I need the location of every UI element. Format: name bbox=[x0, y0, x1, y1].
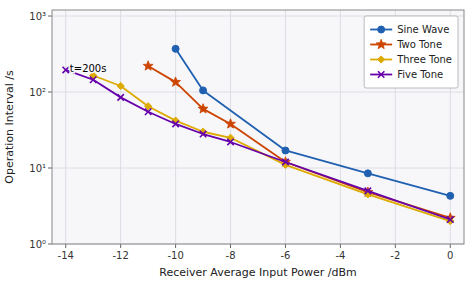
data-layer bbox=[63, 45, 456, 224]
x-grid-line bbox=[340, 10, 341, 244]
series-line bbox=[148, 66, 450, 218]
y-tick-label: 10³ bbox=[29, 11, 46, 22]
series-line bbox=[93, 75, 450, 221]
x-tick bbox=[230, 244, 231, 248]
legend-marker bbox=[378, 26, 385, 33]
annotation: t=200s bbox=[70, 63, 107, 74]
x-tick bbox=[395, 244, 396, 248]
x-tick bbox=[450, 244, 451, 248]
chart: -14 -12 -10 -8 -6 -4 -2 0 10⁰ 10¹ 10² 10³ Receiver A… bbox=[0, 0, 474, 282]
data-point bbox=[200, 87, 207, 94]
data-point bbox=[198, 104, 208, 113]
y-tick bbox=[48, 168, 52, 169]
y-grid-line bbox=[52, 168, 464, 169]
legend-label: Five Tone bbox=[397, 69, 443, 80]
x-tick-label: -10 bbox=[167, 250, 183, 261]
legend-label: Three Tone bbox=[396, 54, 452, 65]
data-point bbox=[117, 94, 123, 100]
plot-background bbox=[52, 10, 464, 244]
data-point bbox=[447, 192, 454, 199]
data-point bbox=[172, 45, 179, 52]
data-point bbox=[282, 147, 289, 154]
legend-label: Sine Wave bbox=[397, 24, 449, 35]
x-grid-line bbox=[120, 10, 121, 244]
data-point bbox=[145, 109, 151, 115]
data-point bbox=[90, 77, 96, 83]
data-point bbox=[117, 82, 124, 89]
x-tick-label: -4 bbox=[335, 250, 345, 261]
data-point bbox=[365, 188, 371, 194]
data-point bbox=[63, 67, 69, 73]
y-tick bbox=[48, 244, 52, 245]
y-tick-label: 10² bbox=[29, 87, 46, 98]
x-tick-label: -2 bbox=[390, 250, 400, 261]
data-point bbox=[226, 119, 236, 128]
series-line bbox=[66, 70, 451, 220]
legend-marker bbox=[378, 71, 384, 77]
x-tick-label: -8 bbox=[226, 250, 236, 261]
x-tick bbox=[285, 244, 286, 248]
data-point bbox=[364, 170, 371, 177]
legend: Sine Wave Two Tone Three Tone Five Tone bbox=[364, 16, 458, 88]
data-point bbox=[172, 121, 178, 127]
y-tick-label: 10¹ bbox=[29, 163, 46, 174]
y-tick-label: 10⁰ bbox=[29, 239, 46, 250]
x-tick bbox=[340, 244, 341, 248]
x-tick bbox=[175, 244, 176, 248]
data-point bbox=[171, 77, 181, 86]
data-point bbox=[200, 131, 206, 137]
data-point bbox=[447, 216, 453, 222]
data-point bbox=[227, 139, 233, 145]
legend-label: Two Tone bbox=[396, 39, 442, 50]
data-point bbox=[282, 159, 288, 165]
legend-marker bbox=[376, 39, 386, 48]
x-tick-label: -6 bbox=[280, 250, 290, 261]
x-tick-label: -14 bbox=[58, 250, 74, 261]
grid bbox=[52, 10, 464, 244]
x-axis-label: Receiver Average Input Power /dBm bbox=[159, 266, 356, 279]
x-tick-label: -12 bbox=[112, 250, 128, 261]
x-grid-line bbox=[285, 10, 286, 244]
y-tick bbox=[48, 16, 52, 17]
x-grid-line bbox=[65, 10, 66, 244]
y-tick bbox=[48, 92, 52, 93]
x-tick bbox=[120, 244, 121, 248]
legend-marker bbox=[378, 56, 385, 63]
plot-frame bbox=[52, 10, 464, 244]
legend-box bbox=[364, 16, 458, 88]
x-tick bbox=[65, 244, 66, 248]
x-tick-label: 0 bbox=[447, 250, 453, 261]
data-point bbox=[143, 61, 153, 70]
y-axis-label: Operation Interval /s bbox=[3, 70, 16, 184]
x-grid-line bbox=[230, 10, 231, 244]
